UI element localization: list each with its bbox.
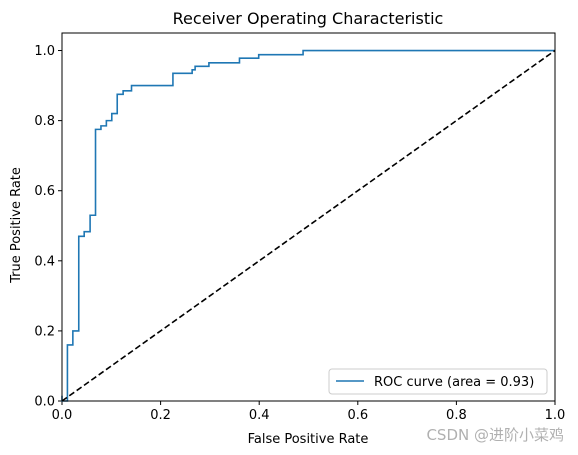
plot-frame: [61, 32, 556, 402]
x-axis-label: False Positive Rate: [248, 432, 369, 447]
series-layer: [61, 49, 556, 402]
diagonal-reference-line: [61, 49, 556, 402]
tick-labels: 0.0 0.2 0.4 0.6 0.8 1.0 0.0 0.2 0.4 0.6 0.8 1.0: [34, 44, 565, 423]
legend-box: [328, 368, 548, 395]
y-tick-label: 0.6: [34, 184, 55, 199]
watermark: CSDN @进阶小菜鸡: [426, 426, 564, 444]
legend: ROC curve (area = 0.93): [328, 368, 548, 395]
x-tick-label: 1.0: [545, 408, 566, 423]
x-tick-label: 0.6: [347, 408, 368, 423]
y-tick-label: 0.4: [34, 254, 55, 269]
x-tick-label: 0.8: [446, 408, 467, 423]
x-tick-label: 0.4: [249, 408, 270, 423]
x-tick-label: 0.2: [150, 408, 171, 423]
y-axis-label: True Positive Rate: [9, 167, 24, 284]
chart-title: Receiver Operating Characteristic: [173, 9, 444, 28]
x-tick-label: 0.0: [52, 408, 73, 423]
tick-marks: [58, 50, 556, 405]
plot-area: [62, 33, 555, 401]
legend-entry: ROC curve (area = 0.93): [374, 375, 534, 390]
y-tick-label: 0.2: [34, 324, 55, 339]
roc-curve-line: [61, 49, 555, 402]
y-tick-label: 0.0: [34, 395, 55, 410]
y-tick-label: 1.0: [34, 44, 55, 59]
y-tick-label: 0.8: [34, 114, 55, 129]
